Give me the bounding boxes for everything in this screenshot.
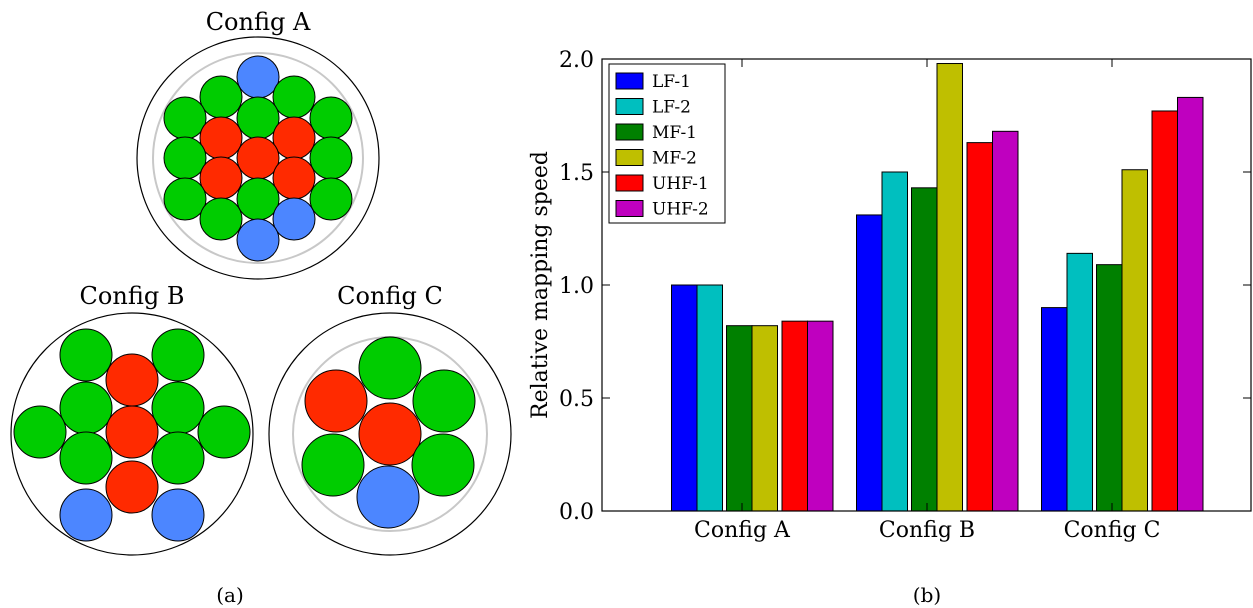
y-tick-label: 1.5 [559,161,594,186]
config-b-diagram [10,312,254,556]
detector-module-uhf [272,116,316,160]
detector-module-mf [151,381,205,435]
bar-uhf-2-config-b [992,130,1019,512]
x-tick-label: Config B [879,518,975,543]
bar-mf-1-config-c [1096,264,1123,512]
detector-module-uhf [105,460,159,514]
bar-mf-2-config-c [1121,169,1148,512]
detector-module-uhf [199,156,243,200]
detector-module-mf [272,75,316,119]
detector-module-lf [236,55,280,99]
detector-module-mf [199,197,243,241]
bar-uhf-1-config-c [1151,110,1178,512]
bar-uhf-2-config-c [1177,96,1204,512]
detector-module-mf [163,96,207,140]
bar-series-group [671,63,1204,512]
y-tick-label: 1.0 [559,274,594,299]
detector-module-uhf [199,116,243,160]
bar-mf-2-config-a [751,325,778,512]
detector-module-uhf [304,369,368,433]
detector-module-uhf [358,402,422,466]
legend-box [608,63,726,224]
bar-lf-2-config-b [881,171,908,512]
detector-module-uhf [105,353,159,407]
detector-module-mf [309,177,353,221]
legend-label-lf-2: LF-2 [652,98,691,118]
detector-module-mf [309,136,353,180]
detector-module-mf [236,96,280,140]
y-tick-label: 0.5 [559,387,594,412]
detector-module-mf [197,405,251,459]
detector-module-lf [356,465,420,529]
x-tick-label: Config A [694,518,791,543]
cryostat-inner-circle [152,52,364,264]
legend-label-mf-1: MF-1 [652,123,697,143]
detector-module-mf [411,433,475,497]
detector-module-lf [236,218,280,262]
legend-label-uhf-1: UHF-1 [652,174,709,194]
panel-a: Config A Config B Config C (a) [10,8,512,607]
panel-a-caption: (a) [216,583,244,607]
bar-lf-1-config-c [1041,307,1068,512]
config-c-diagram [268,312,512,556]
detector-module-uhf [272,156,316,200]
y-axis-label: Relative mapping speed [528,151,553,419]
y-axis-ticks: 0.0 0.5 1.0 1.5 2.0 [559,48,1251,525]
detector-module-lf [59,488,113,542]
y-tick-label: 0.0 [559,500,594,525]
detector-module-lf [151,488,205,542]
legend-label-uhf-2: UHF-2 [652,200,709,220]
config-a-title: Config A [206,8,311,36]
detector-module-mf [301,433,365,497]
x-axis-ticks: Config A Config B Config C [694,59,1160,543]
detector-module-mf [358,336,422,400]
detector-module-lf [272,197,316,241]
config-a-diagram [136,36,380,280]
bar-mf-1-config-b [911,187,938,512]
detector-module-mf [59,381,113,435]
bar-uhf-2-config-a [807,320,834,512]
bar-lf-2-config-c [1066,252,1093,512]
detector-module-mf [59,328,113,382]
bar-lf-1-config-b [856,214,883,512]
bar-uhf-1-config-a [781,320,808,512]
detector-module-mf [309,96,353,140]
legend-swatch-lf-1 [615,72,644,90]
bar-mf-1-config-a [726,325,753,512]
legend-swatch-lf-2 [615,98,644,115]
bar-uhf-1-config-b [966,142,993,512]
panel-b: 0.0 0.5 1.0 1.5 2.0 Config A Config B Config C… [528,48,1252,607]
bar-lf-1-config-a [671,284,698,512]
y-tick-label: 2.0 [559,48,594,73]
legend-label-mf-2: MF-2 [652,149,697,169]
detector-module-mf [13,405,67,459]
detector-module-mf [163,136,207,180]
bar-lf-2-config-a [696,284,723,512]
detector-module-mf [151,328,205,382]
legend-swatch-uhf-2 [615,200,644,217]
legend: LF-1 LF-2 MF-1 MF-2 UHF-1 UHF-2 [608,63,726,224]
legend-swatch-uhf-1 [615,174,644,192]
legend-label-lf-1: LF-1 [652,72,691,92]
detector-module-mf [199,75,243,119]
detector-module-mf [163,177,207,221]
detector-module-uhf [105,405,159,459]
detector-module-mf [236,177,280,221]
detector-module-mf [151,431,205,485]
detector-module-mf [412,369,476,433]
panel-b-caption: (b) [913,583,941,607]
config-c-title: Config C [337,282,443,310]
legend-swatch-mf-1 [615,123,644,141]
config-b-title: Config B [80,282,185,310]
detector-module-mf [59,431,113,485]
bar-mf-2-config-b [936,63,963,512]
detector-module-uhf [236,136,280,180]
x-tick-label: Config C [1064,518,1161,543]
legend-swatch-mf-2 [615,149,644,166]
